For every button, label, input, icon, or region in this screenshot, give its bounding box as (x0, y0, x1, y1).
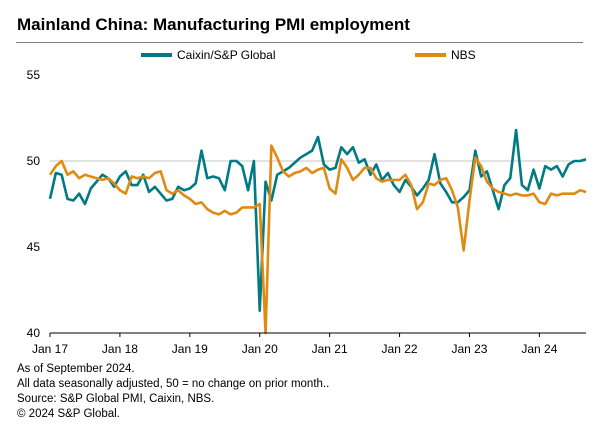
y-tick-label: 50 (27, 154, 41, 168)
series-line-nbs (48, 144, 587, 335)
footnote-copyright: © 2024 S&P Global. (17, 408, 120, 420)
chart-title: Mainland China: Manufacturing PMI employ… (17, 15, 410, 34)
footnote-adjustment: All data seasonally adjusted, 50 = no ch… (17, 378, 330, 390)
y-tick-label: 45 (27, 240, 41, 254)
x-tick-label: Jan 22 (382, 342, 418, 356)
title-divider (16, 42, 583, 43)
x-tick-label: Jan 21 (312, 342, 348, 356)
legend-item-caixin: Caixin/S&P Global (141, 46, 276, 64)
footnote-date: As of September 2024. (17, 363, 135, 375)
y-tick-label: 55 (27, 68, 41, 82)
x-tick-label: Jan 23 (451, 342, 487, 356)
series-line-caixin (48, 128, 587, 312)
legend-swatch-caixin (141, 53, 172, 57)
footnotes: As of September 2024. All data seasonall… (17, 362, 329, 422)
x-tick-label: Jan 19 (172, 342, 208, 356)
x-tick-label: Jan 24 (521, 342, 557, 356)
legend-label-caixin: Caixin/S&P Global (177, 48, 276, 62)
legend-item-nbs: NBS (415, 46, 476, 64)
x-tick-label: Jan 18 (102, 342, 138, 356)
footnote-source: Source: S&P Global PMI, Caixin, NBS. (17, 393, 215, 405)
y-tick-label: 40 (27, 326, 41, 340)
x-tick-label: Jan 17 (32, 342, 68, 356)
legend-swatch-nbs (415, 53, 446, 57)
legend-label-nbs: NBS (451, 48, 476, 62)
x-tick-label: Jan 20 (242, 342, 278, 356)
